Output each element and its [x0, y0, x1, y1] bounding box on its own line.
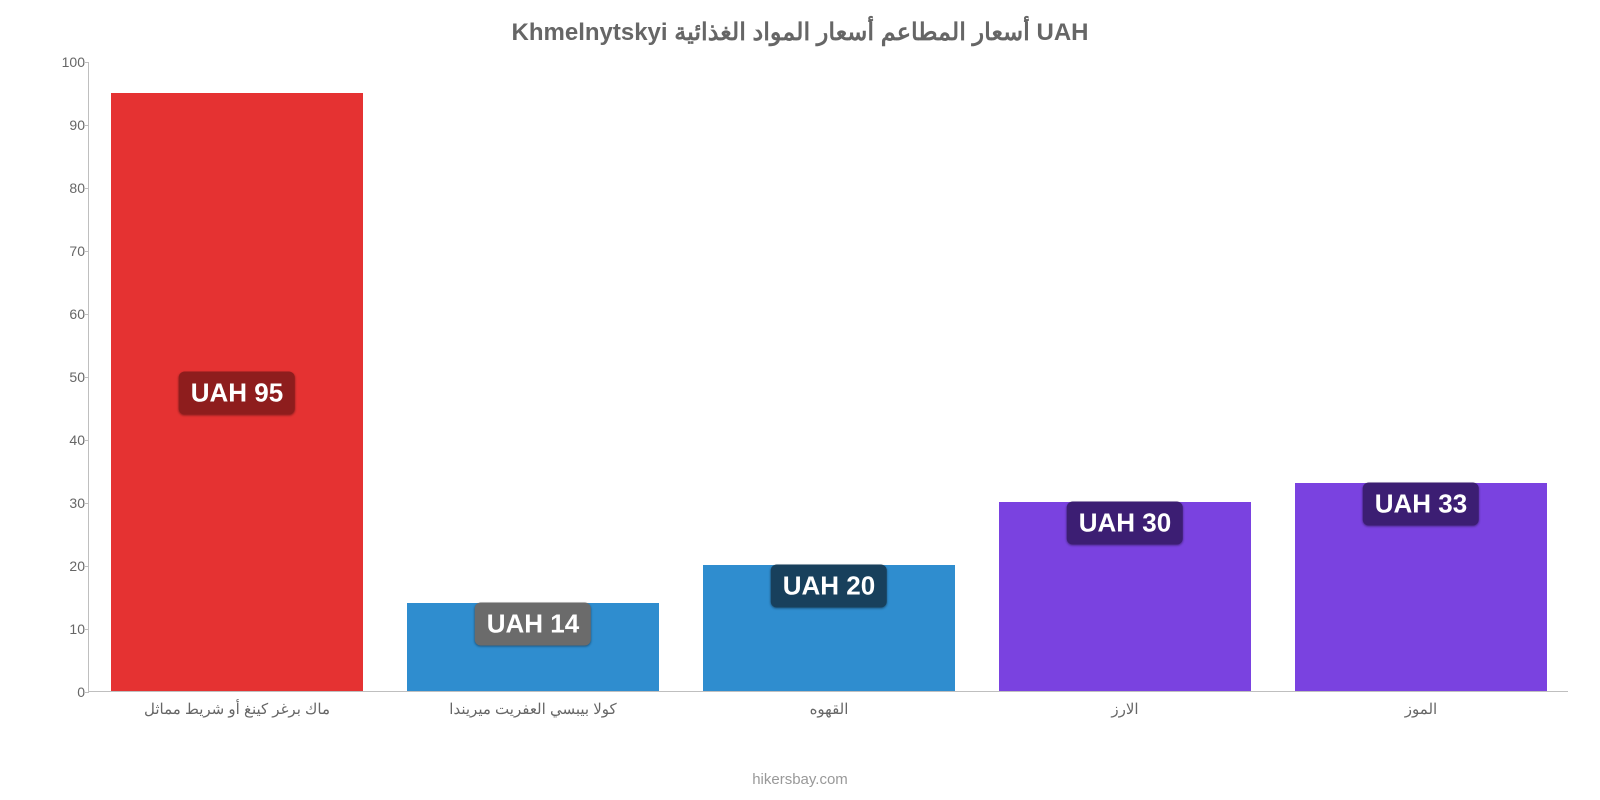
- chart-title: Khmelnytskyi أسعار المطاعم أسعار المواد …: [0, 0, 1600, 57]
- y-tick-mark: [84, 692, 89, 693]
- y-tick-mark: [84, 503, 89, 504]
- y-tick-label: 20: [51, 558, 85, 574]
- x-category-label: القهوه: [810, 700, 849, 718]
- y-tick-mark: [84, 440, 89, 441]
- x-category-label: كولا بيبسي العفريت ميريندا: [449, 700, 616, 718]
- y-tick-label: 30: [51, 495, 85, 511]
- y-tick-mark: [84, 377, 89, 378]
- value-badge: UAH 30: [1067, 502, 1183, 545]
- x-category-label: ماك برغر كينغ أو شريط مماثل: [144, 700, 330, 718]
- value-badge: UAH 14: [475, 602, 591, 645]
- value-badge: UAH 33: [1363, 483, 1479, 526]
- y-tick-label: 80: [51, 180, 85, 196]
- y-tick-label: 60: [51, 306, 85, 322]
- x-category-label: الموز: [1405, 700, 1437, 718]
- y-tick-mark: [84, 188, 89, 189]
- x-category-label: الارز: [1111, 700, 1138, 718]
- y-tick-label: 10: [51, 621, 85, 637]
- y-tick-label: 50: [51, 369, 85, 385]
- plot-area: 0102030405060708090100ماك برغر كينغ أو ش…: [88, 62, 1568, 692]
- y-tick-mark: [84, 314, 89, 315]
- y-tick-mark: [84, 62, 89, 63]
- y-tick-label: 0: [51, 684, 85, 700]
- y-tick-label: 70: [51, 243, 85, 259]
- value-badge: UAH 20: [771, 565, 887, 608]
- y-tick-mark: [84, 251, 89, 252]
- y-tick-mark: [84, 125, 89, 126]
- chart-footer: hikersbay.com: [0, 771, 1600, 788]
- y-tick-mark: [84, 629, 89, 630]
- y-tick-label: 40: [51, 432, 85, 448]
- chart-container: 0102030405060708090100ماك برغر كينغ أو ش…: [50, 62, 1580, 722]
- y-tick-label: 90: [51, 117, 85, 133]
- y-tick-label: 100: [51, 54, 85, 70]
- value-badge: UAH 95: [179, 371, 295, 414]
- y-tick-mark: [84, 566, 89, 567]
